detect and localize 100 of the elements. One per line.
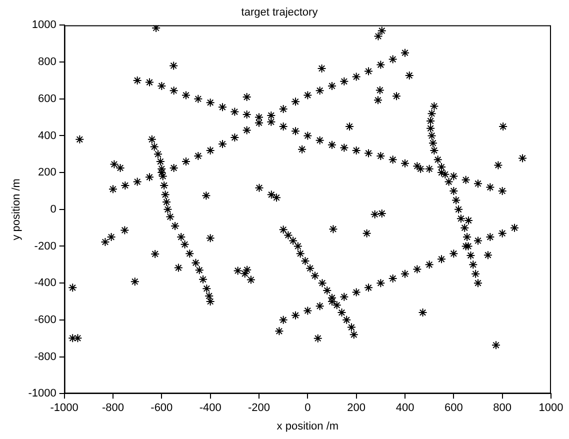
point — [492, 340, 501, 350]
point — [202, 191, 211, 200]
point — [230, 133, 240, 142]
y-tick-label: -400 — [34, 277, 56, 290]
point — [486, 182, 495, 192]
point — [337, 308, 346, 318]
point — [340, 292, 349, 302]
point — [116, 163, 125, 172]
point — [120, 180, 130, 190]
point — [460, 223, 470, 232]
point — [486, 232, 495, 242]
point — [242, 110, 252, 120]
point — [474, 179, 482, 188]
point — [498, 228, 507, 238]
point — [374, 32, 383, 41]
point — [388, 155, 398, 164]
point — [444, 177, 454, 186]
point — [147, 134, 156, 144]
point — [317, 64, 326, 73]
point — [272, 193, 282, 202]
point — [120, 226, 130, 235]
point — [404, 70, 414, 80]
point — [471, 269, 480, 278]
point — [412, 162, 422, 171]
point — [284, 230, 293, 240]
point — [388, 274, 398, 283]
point — [278, 122, 288, 132]
point — [266, 117, 276, 126]
point — [376, 60, 386, 70]
point — [230, 107, 240, 116]
point — [108, 184, 118, 194]
point — [293, 242, 302, 251]
point — [424, 260, 434, 270]
x-tick-label: -200 — [248, 402, 270, 414]
point — [352, 72, 361, 82]
point — [68, 283, 78, 292]
point — [464, 242, 473, 251]
point — [456, 214, 466, 224]
point — [274, 326, 284, 336]
point — [449, 186, 458, 196]
point — [426, 116, 436, 126]
point — [510, 223, 519, 232]
point — [392, 92, 401, 101]
point — [466, 250, 476, 260]
point — [400, 158, 410, 168]
point — [288, 236, 298, 246]
point — [427, 109, 436, 118]
point — [152, 25, 161, 32]
point — [474, 236, 482, 246]
point — [160, 190, 170, 200]
point — [202, 284, 212, 294]
x-tick-label: -800 — [102, 402, 124, 414]
point — [68, 334, 78, 343]
point — [266, 110, 276, 120]
point — [206, 98, 215, 108]
point — [313, 334, 322, 343]
point — [426, 124, 436, 133]
y-tick-label: 600 — [38, 92, 56, 105]
point — [75, 134, 84, 144]
point — [340, 76, 349, 86]
y-axis-title: y position /m — [10, 178, 23, 240]
point — [498, 186, 507, 196]
point — [170, 221, 180, 230]
x-tick-label: 800 — [493, 402, 512, 414]
point — [150, 249, 160, 258]
point — [198, 274, 208, 284]
point — [345, 122, 354, 132]
point — [400, 269, 410, 278]
chart-title: target trajectory — [241, 6, 318, 19]
point — [303, 90, 312, 100]
point — [130, 277, 140, 286]
point — [169, 61, 178, 70]
point — [418, 308, 428, 318]
x-tick-label: -1000 — [50, 402, 78, 414]
point — [291, 126, 300, 136]
point — [278, 225, 288, 234]
point — [428, 138, 438, 148]
point — [160, 180, 169, 190]
point — [340, 143, 349, 152]
x-tick-label: 1000 — [538, 402, 564, 414]
point — [156, 157, 165, 166]
point — [278, 315, 288, 324]
point — [278, 104, 288, 114]
point — [106, 232, 116, 242]
point — [364, 148, 373, 158]
point — [494, 160, 503, 170]
point — [352, 288, 361, 297]
point — [242, 92, 252, 102]
point — [430, 102, 439, 111]
point — [332, 300, 342, 310]
y-tick-label: -1000 — [28, 388, 56, 400]
point — [180, 240, 190, 249]
point — [400, 48, 410, 58]
point — [315, 302, 324, 311]
point — [518, 154, 528, 163]
y-tick-label: -600 — [34, 314, 56, 326]
point — [433, 155, 442, 164]
point — [430, 146, 439, 155]
point — [242, 265, 252, 274]
point — [182, 157, 190, 166]
